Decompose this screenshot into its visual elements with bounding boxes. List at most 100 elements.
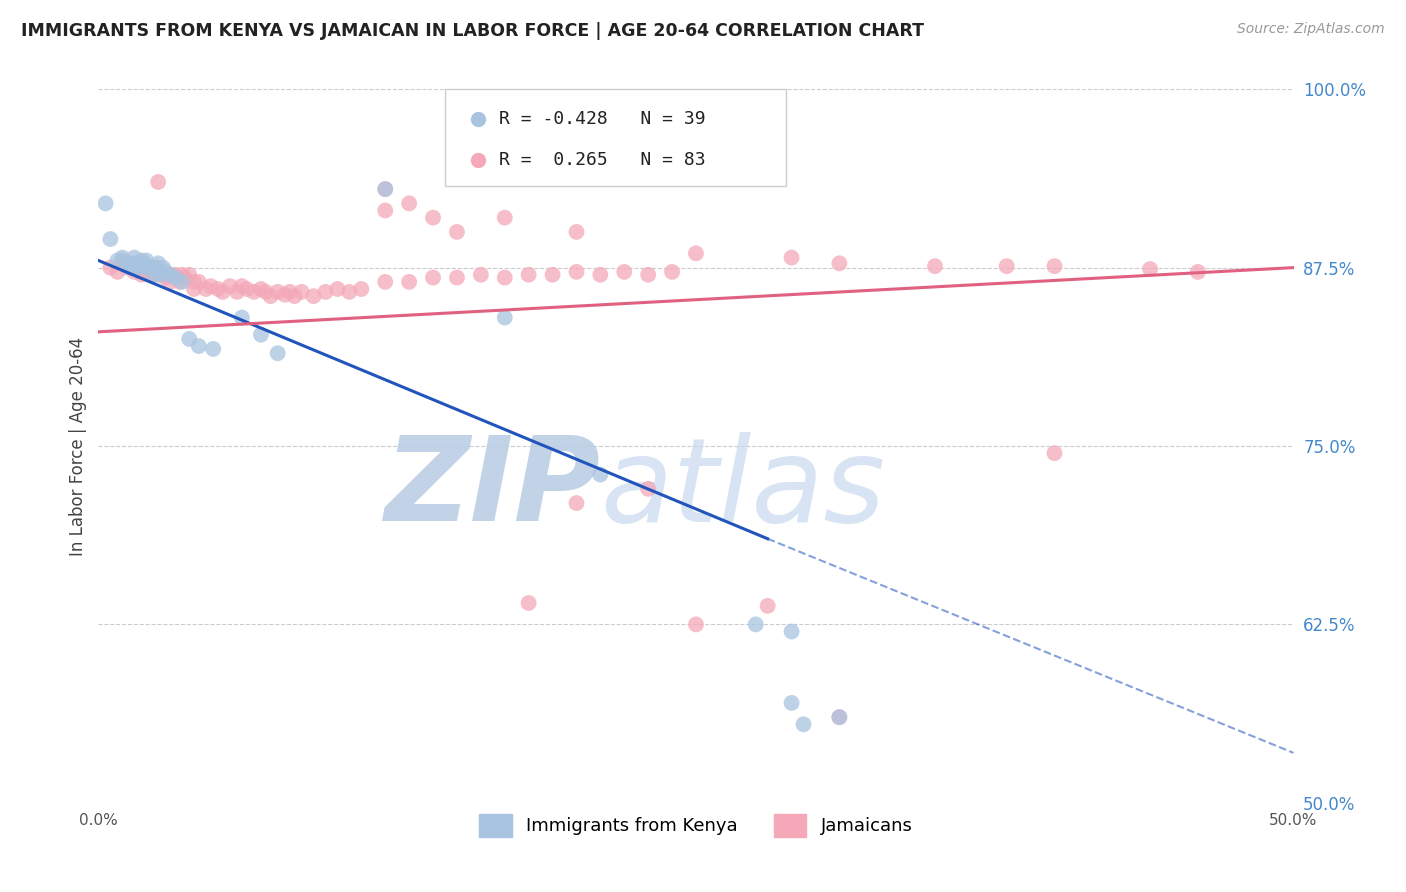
Point	[187, 339, 209, 353]
Text: atlas: atlas	[600, 432, 886, 546]
Point	[131, 253, 153, 268]
Point	[98, 260, 122, 275]
Point	[155, 270, 177, 285]
Point	[446, 270, 468, 285]
Point	[169, 275, 191, 289]
Point	[470, 268, 492, 282]
Text: R = -0.428   N = 39: R = -0.428 N = 39	[499, 111, 706, 128]
Point	[135, 265, 157, 279]
Point	[995, 259, 1018, 273]
Point	[195, 282, 218, 296]
Point	[398, 275, 420, 289]
Point	[159, 268, 181, 282]
Point	[155, 265, 177, 279]
Point	[149, 268, 172, 282]
Point	[637, 482, 659, 496]
Point	[780, 251, 803, 265]
Point	[637, 268, 659, 282]
Point	[1139, 262, 1161, 277]
Y-axis label: In Labor Force | Age 20-64: In Labor Force | Age 20-64	[69, 336, 87, 556]
Point	[267, 285, 290, 299]
Point	[315, 285, 337, 299]
Point	[848, 225, 870, 239]
Point	[179, 268, 201, 282]
Text: R =  0.265   N = 83: R = 0.265 N = 83	[499, 152, 706, 169]
Point	[446, 225, 468, 239]
Point	[145, 260, 167, 275]
Point	[780, 624, 803, 639]
Point	[374, 275, 396, 289]
Point	[132, 256, 155, 270]
Point	[152, 260, 174, 275]
Point	[250, 282, 273, 296]
Point	[172, 275, 194, 289]
Point	[121, 256, 143, 270]
Point	[231, 310, 253, 325]
Point	[517, 268, 540, 282]
Point	[274, 287, 297, 301]
Point	[148, 268, 170, 282]
Point	[589, 467, 612, 482]
Point	[132, 260, 155, 275]
Point	[422, 211, 444, 225]
Point	[163, 268, 186, 282]
Point	[142, 268, 165, 282]
Point	[118, 260, 141, 275]
Point	[780, 696, 803, 710]
Point	[111, 253, 134, 268]
Point	[211, 285, 233, 299]
Point	[291, 285, 314, 299]
Point	[128, 260, 150, 275]
Point	[828, 710, 851, 724]
Point	[94, 196, 117, 211]
Point	[541, 268, 564, 282]
Point	[517, 596, 540, 610]
Point	[1187, 265, 1209, 279]
Point	[125, 260, 148, 275]
Point	[302, 289, 325, 303]
Point	[685, 617, 707, 632]
Point	[235, 282, 257, 296]
Point	[219, 279, 242, 293]
Point	[124, 251, 146, 265]
Point	[283, 289, 305, 303]
Point	[565, 265, 588, 279]
Point	[148, 256, 170, 270]
Point	[139, 268, 162, 282]
Point	[207, 282, 229, 296]
Point	[173, 270, 195, 285]
Point	[124, 265, 146, 279]
Point	[565, 225, 588, 239]
FancyBboxPatch shape	[446, 89, 786, 186]
Point	[231, 279, 253, 293]
Point	[98, 232, 122, 246]
Point	[828, 256, 851, 270]
Point	[107, 265, 129, 279]
Point	[494, 270, 516, 285]
Point	[339, 285, 361, 299]
Point	[250, 327, 273, 342]
Text: IMMIGRANTS FROM KENYA VS JAMAICAN IN LABOR FORCE | AGE 20-64 CORRELATION CHART: IMMIGRANTS FROM KENYA VS JAMAICAN IN LAB…	[21, 22, 924, 40]
Point	[111, 251, 134, 265]
Point	[1043, 259, 1066, 273]
Point	[278, 285, 301, 299]
Point	[494, 211, 516, 225]
Point	[422, 270, 444, 285]
Legend: Immigrants from Kenya, Jamaicans: Immigrants from Kenya, Jamaicans	[472, 807, 920, 844]
Point	[756, 599, 779, 613]
Point	[661, 265, 683, 279]
Point	[243, 285, 266, 299]
Point	[124, 260, 146, 275]
Point	[183, 275, 205, 289]
Point	[149, 265, 172, 279]
Point	[848, 143, 870, 157]
Point	[398, 196, 420, 211]
Point	[793, 717, 815, 731]
Point	[828, 710, 851, 724]
Point	[259, 289, 281, 303]
Point	[159, 268, 181, 282]
Point	[565, 496, 588, 510]
Point	[202, 342, 225, 356]
Point	[135, 260, 157, 275]
Point	[267, 346, 290, 360]
